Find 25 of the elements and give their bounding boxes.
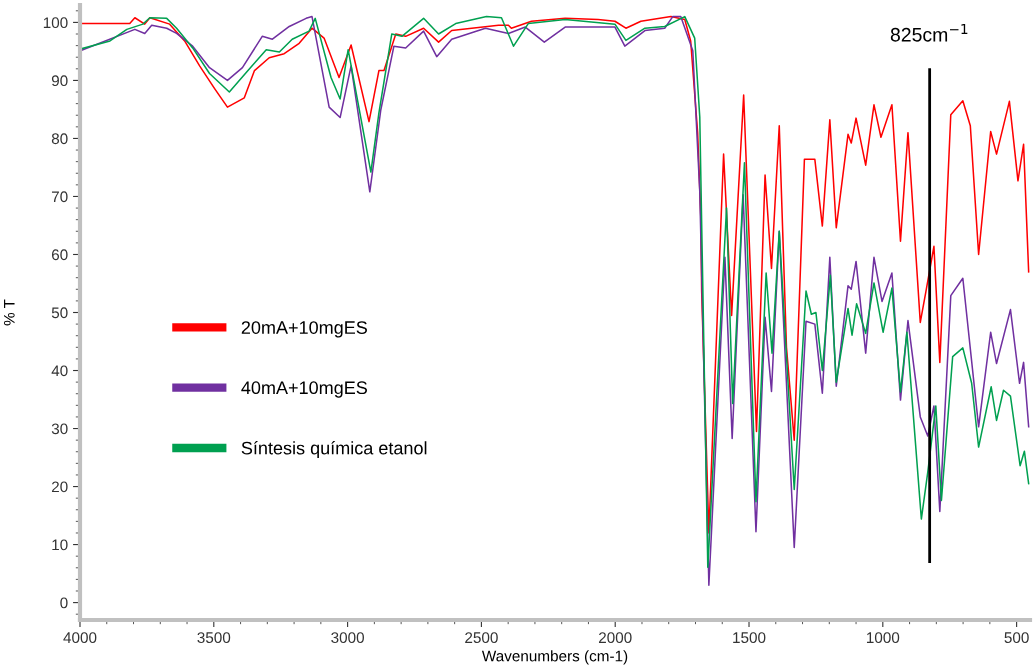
y-tick-label: 90 [51, 75, 68, 87]
x-tick-label: 2500 [465, 632, 498, 644]
y-axis-title: % T [3, 299, 15, 326]
y-tick-label: 60 [51, 249, 68, 261]
x-tick-label: 3500 [197, 632, 231, 644]
y-tick-label: 100 [43, 17, 68, 29]
legend-label: 40mA+10mgES [241, 381, 367, 398]
y-tick-label: 0 [60, 597, 68, 609]
x-tick-label: 4000 [63, 632, 97, 644]
y-tick-label: 30 [51, 423, 68, 435]
x-tick-label: 1500 [733, 632, 766, 644]
y-tick-label: 50 [51, 307, 68, 319]
y-tick-label: 40 [51, 365, 68, 377]
x-tick-label: 500 [1004, 632, 1029, 644]
y-tick-label: 20 [51, 481, 68, 493]
legend-label: Síntesis química etanol [241, 441, 427, 459]
y-tick-label: 70 [51, 191, 68, 203]
y-tick-label: 10 [52, 539, 68, 551]
x-tick-label: 1000 [866, 632, 900, 644]
y-tick-label: 80 [51, 133, 68, 145]
x-tick-label: 3000 [331, 632, 364, 644]
x-tick-label: 2000 [598, 632, 632, 644]
ref-line-label: 825cm$^{−1}$ [890, 24, 968, 42]
legend-label: 20mA+10mgES [241, 321, 367, 338]
x-axis-title: Wavenumbers (cm-1) [481, 650, 628, 665]
